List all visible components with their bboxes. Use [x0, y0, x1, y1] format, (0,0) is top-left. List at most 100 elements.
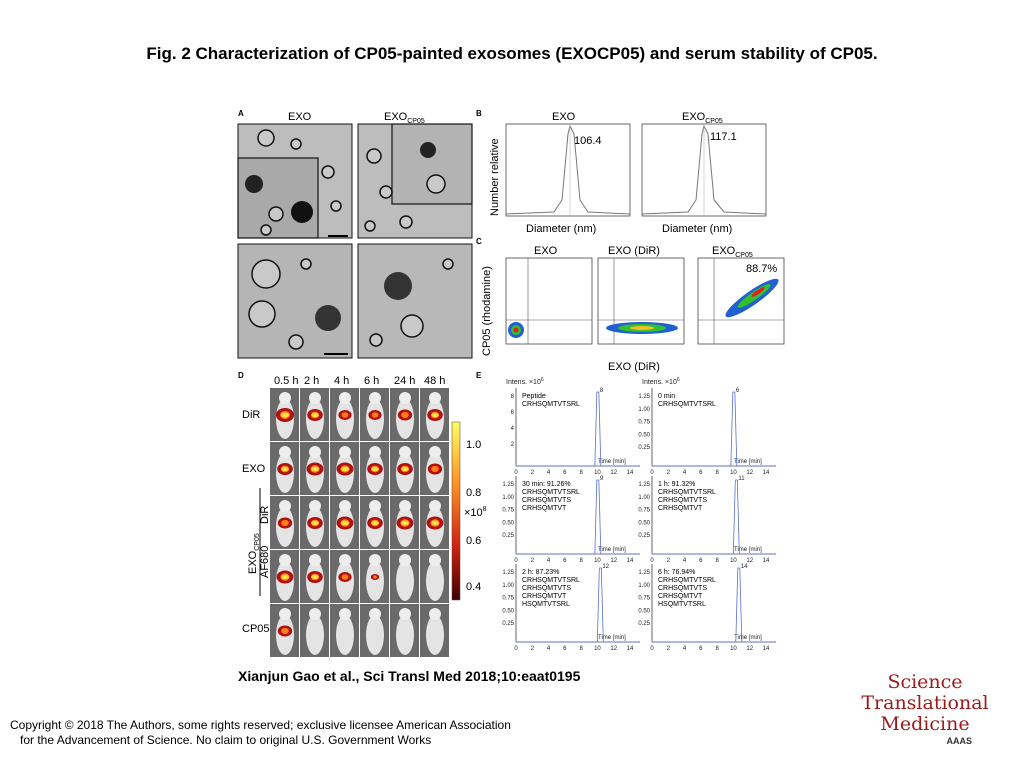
- time-label: 4 h: [334, 375, 349, 387]
- y-tick-label: 0.50: [502, 520, 514, 526]
- x-tick-label: 10: [594, 646, 601, 652]
- micrograph-exo-bottom: [237, 243, 353, 359]
- mouse-image: [390, 442, 419, 495]
- chromatogram-trace: [652, 479, 776, 555]
- mouse-image: [420, 496, 449, 549]
- intensity-scale: 1.0 0.8 ×108 0.6 0.4: [451, 421, 487, 601]
- size-plot-exo-title: EXO: [552, 111, 576, 123]
- mouse-image: [390, 496, 419, 549]
- x-tick-label: 2: [531, 470, 535, 476]
- y-tick-label: 1.25: [638, 394, 650, 400]
- x-tick-label: 12: [610, 558, 617, 564]
- mouse-image: [330, 496, 359, 549]
- mouse-image: [270, 604, 299, 657]
- mouse-image: [270, 496, 299, 549]
- chromatogram-trace: [516, 391, 640, 467]
- y-tick-label: 0.75: [502, 508, 514, 514]
- panel-d-letter: D: [238, 371, 244, 380]
- intensity-header: Intens. ×106: [642, 377, 680, 386]
- journal-logo: Science Translational Medicine AAAS: [860, 672, 990, 747]
- y-tick-label: 0.75: [638, 420, 650, 426]
- x-tick-label: 10: [730, 470, 737, 476]
- time-label: 2 h: [304, 375, 319, 387]
- x-tick-label: 14: [627, 646, 634, 652]
- y-tick-label: 0.25: [638, 621, 650, 627]
- micrograph-exocp05-top: [357, 123, 473, 239]
- x-tick-label: 8: [715, 558, 719, 564]
- time-label: 24 h: [394, 375, 415, 387]
- scale-label-2: 0.8: [466, 487, 481, 499]
- x-tick-label: 8: [715, 470, 719, 476]
- scale-label-4: 0.4: [466, 581, 481, 593]
- x-tick-label: 0: [514, 646, 518, 652]
- y-tick-label: 0.50: [638, 608, 650, 614]
- x-tick-label: 6: [699, 470, 703, 476]
- mouse-image: [300, 442, 329, 495]
- peak-label: 12: [602, 564, 609, 570]
- y-tick-label: 1.25: [638, 570, 650, 576]
- chromatogram-trace: [652, 567, 776, 643]
- y-tick-label: 1.25: [638, 482, 650, 488]
- y-tick-label: 6: [511, 410, 515, 416]
- mouse-image: [300, 388, 329, 441]
- y-tick-label: 0.75: [638, 596, 650, 602]
- x-tick-label: 14: [763, 646, 770, 652]
- x-tick-label: 10: [594, 558, 601, 564]
- y-tick-label: 8: [511, 394, 515, 400]
- chromatogram-label: CRHSQMTVTS: [522, 497, 571, 504]
- flow-plot-exo-dir-title: EXO (DiR): [608, 245, 660, 257]
- mouse-image: [270, 550, 299, 603]
- x-axis-label: Time [min]: [598, 635, 626, 641]
- x-tick-label: 4: [547, 646, 551, 652]
- y-tick-label: 1.25: [502, 482, 514, 488]
- mouse-image: [390, 550, 419, 603]
- size-peak-exo: 106.4: [574, 135, 602, 147]
- peak-label: 6: [736, 388, 740, 394]
- time-label: 0.5 h: [274, 375, 298, 387]
- y-tick-label: 0.50: [638, 520, 650, 526]
- x-tick-label: 12: [746, 470, 753, 476]
- size-plot-exocp05: EXOCP05 117.1 Diameter (nm): [641, 111, 767, 235]
- panel-b-ylabel: Number relative: [489, 138, 501, 216]
- micrograph-exo-top: [237, 123, 353, 239]
- row-label: DiR: [242, 409, 260, 421]
- x-axis-label: Time [min]: [734, 635, 762, 641]
- time-label: 48 h: [424, 375, 445, 387]
- flow-plot-exo-dir: EXO (DiR): [597, 245, 685, 345]
- y-tick-label: 0.25: [502, 621, 514, 627]
- chromatogram-label: CRHSQMTVTS: [658, 497, 707, 504]
- x-tick-label: 6: [699, 646, 703, 652]
- chromatogram-label: 2 h: 87.23%: [522, 569, 559, 576]
- mouse-image: [270, 388, 299, 441]
- panel-c-ylabel: CP05 (rhodamine): [481, 266, 493, 356]
- x-tick-label: 8: [579, 470, 583, 476]
- mouse-image: [330, 604, 359, 657]
- x-tick-label: 0: [650, 558, 654, 564]
- x-tick-label: 8: [579, 646, 583, 652]
- x-tick-label: 12: [610, 470, 617, 476]
- y-tick-label: 0.25: [638, 533, 650, 539]
- mouse-image: [360, 388, 389, 441]
- mouse-image: [360, 604, 389, 657]
- row-label: DiR: [259, 506, 271, 524]
- flow-pct-exocp05: 88.7%: [746, 263, 777, 275]
- x-tick-label: 0: [650, 470, 654, 476]
- mouse-image: [330, 388, 359, 441]
- x-tick-label: 10: [730, 558, 737, 564]
- x-tick-label: 4: [547, 558, 551, 564]
- x-tick-label: 4: [683, 558, 687, 564]
- x-tick-label: 10: [594, 470, 601, 476]
- x-axis-label: Time [min]: [734, 547, 762, 553]
- y-tick-label: 1.00: [502, 583, 514, 589]
- chromatogram-label: 1 h: 91.32%: [658, 481, 695, 488]
- x-tick-label: 2: [531, 646, 535, 652]
- chromatogram-label: CRHSQMTVT: [522, 505, 567, 512]
- chromatogram-label: CRHSQMTVTSRL: [522, 401, 580, 408]
- x-tick-label: 6: [563, 646, 567, 652]
- y-tick-label: 0.25: [502, 533, 514, 539]
- mouse-image: [390, 604, 419, 657]
- mouse-image: [270, 442, 299, 495]
